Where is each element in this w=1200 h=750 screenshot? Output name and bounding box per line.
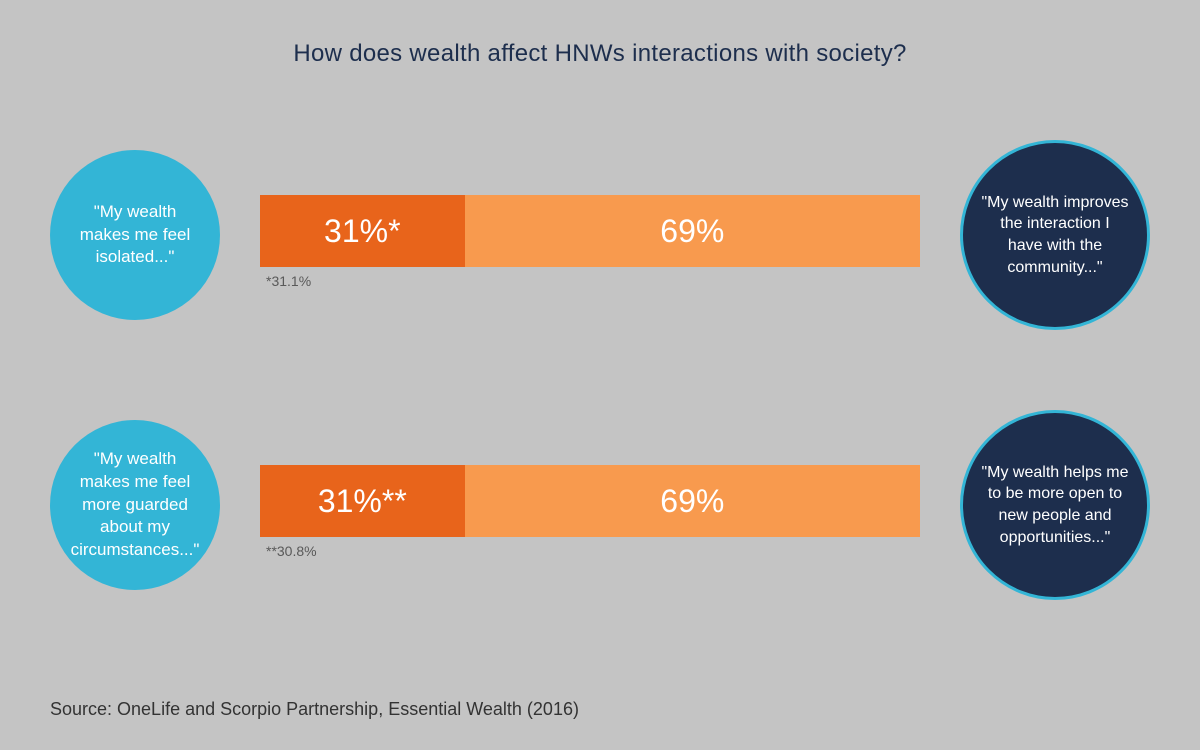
stacked-bar: 31%** 69%: [260, 465, 920, 537]
left-quote-circle: "My wealth makes me feel more guarded ab…: [50, 420, 220, 590]
bar-footnote: **30.8%: [260, 543, 920, 559]
chart-title: How does wealth affect HNWs interactions…: [0, 0, 1200, 68]
chart-rows: "My wealth makes me feel isolated..." 31…: [0, 140, 1200, 680]
right-quote-circle: "My wealth improves the interaction I ha…: [960, 140, 1150, 330]
chart-row: "My wealth makes me feel isolated..." 31…: [0, 140, 1200, 360]
left-quote-circle: "My wealth makes me feel isolated...": [50, 150, 220, 320]
bar-container: 31%* 69% *31.1%: [260, 195, 920, 289]
bar-segment-right: 69%: [465, 195, 920, 267]
bar-footnote: *31.1%: [260, 273, 920, 289]
stacked-bar: 31%* 69%: [260, 195, 920, 267]
source-text: Source: OneLife and Scorpio Partnership,…: [50, 699, 579, 720]
bar-segment-right: 69%: [465, 465, 920, 537]
right-quote-circle: "My wealth helps me to be more open to n…: [960, 410, 1150, 600]
chart-row: "My wealth makes me feel more guarded ab…: [0, 410, 1200, 630]
bar-segment-left: 31%*: [260, 195, 465, 267]
bar-container: 31%** 69% **30.8%: [260, 465, 920, 559]
bar-segment-left: 31%**: [260, 465, 465, 537]
